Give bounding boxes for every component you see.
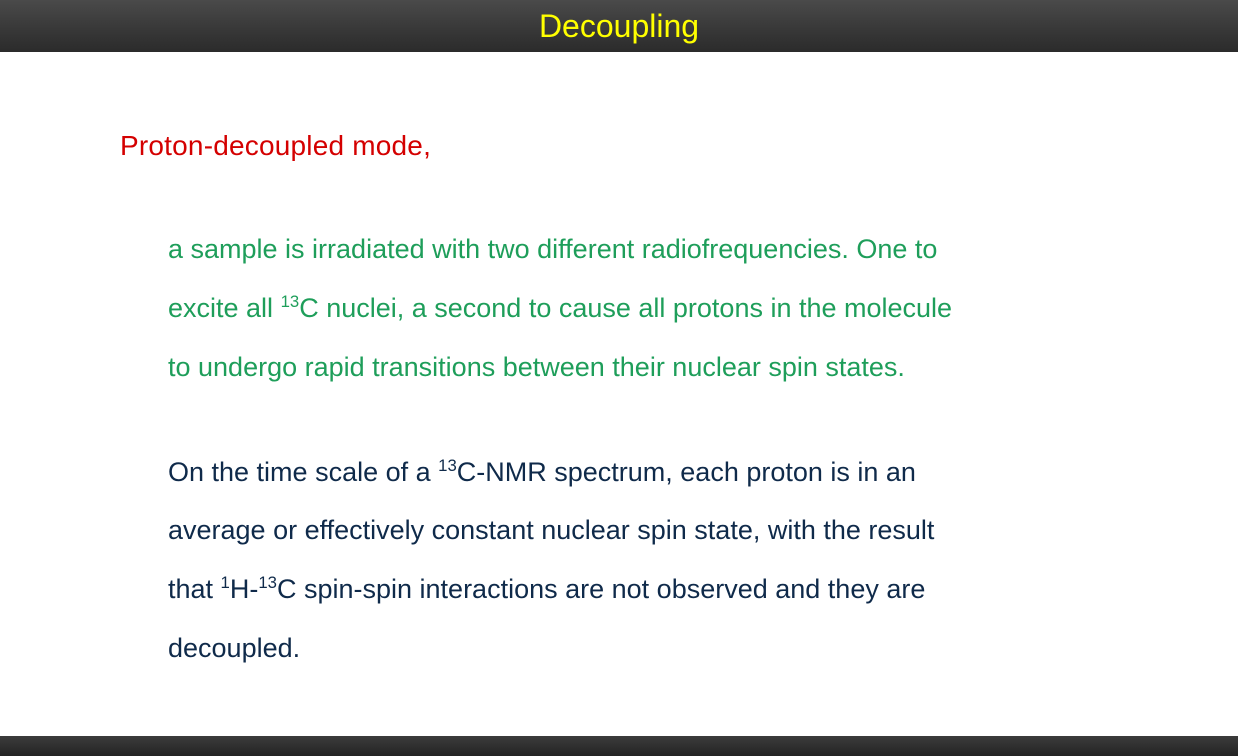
p2-line1a: On the time scale of a (168, 457, 438, 487)
p2-sup-13a: 13 (438, 456, 457, 475)
p1-sup-13: 13 (281, 292, 300, 311)
p2-line1b: C-NMR spectrum, each proton is in an (457, 457, 916, 487)
subtitle-comma: , (423, 130, 431, 161)
paragraph-2: On the time scale of a 13C-NMR spectrum,… (168, 443, 1118, 678)
p2-sup-13b: 13 (258, 573, 277, 592)
subtitle-text: Proton-decoupled mode (120, 130, 423, 161)
p2-line4: decoupled. (168, 633, 300, 663)
slide-content: Proton-decoupled mode, a sample is irrad… (0, 52, 1238, 678)
p2-line3a: that (168, 574, 221, 604)
p1-line2b: C nuclei, a second to cause all protons … (299, 293, 952, 323)
p2-line2: average or effectively constant nuclear … (168, 515, 934, 545)
p1-line3: to undergo rapid transitions between the… (168, 352, 905, 382)
paragraph-1: a sample is irradiated with two differen… (168, 220, 1118, 397)
slide-header: Decoupling (0, 0, 1238, 52)
slide-footer (0, 736, 1238, 756)
p1-line1: a sample is irradiated with two differen… (168, 234, 937, 264)
p1-line2a: excite all (168, 293, 281, 323)
slide-title: Decoupling (539, 8, 699, 45)
p2-line3mid: H- (230, 574, 259, 604)
p2-line3b: C spin-spin interactions are not observe… (277, 574, 925, 604)
subtitle: Proton-decoupled mode, (120, 130, 1118, 162)
p2-sup-1h: 1 (221, 573, 230, 592)
